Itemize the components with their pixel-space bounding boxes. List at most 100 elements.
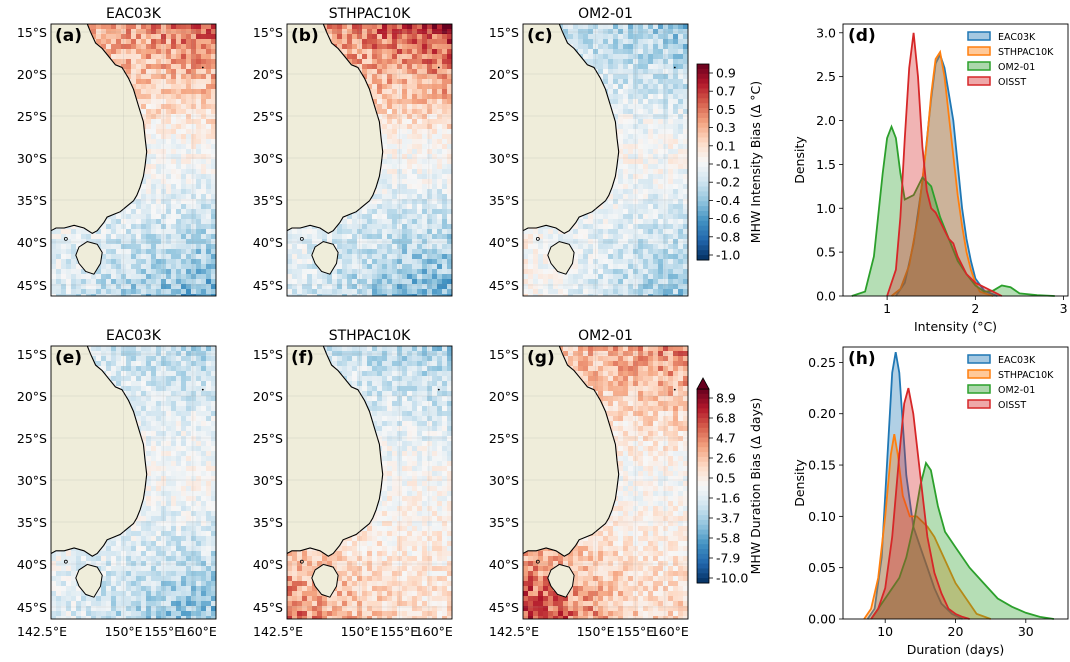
bias-cell [176, 279, 182, 285]
bias-cell [362, 39, 368, 45]
bias-cell [161, 139, 167, 145]
bias-cell [673, 159, 679, 165]
bias-cell [131, 54, 137, 60]
bias-cell [392, 134, 398, 140]
bias-cell [633, 204, 639, 210]
bias-cell [372, 74, 378, 80]
bias-cell [211, 169, 216, 175]
map-frame [50, 23, 217, 297]
bias-cell [176, 169, 182, 175]
bias-cell [683, 169, 688, 175]
bias-cell [422, 109, 428, 115]
bias-cell [427, 249, 433, 255]
bias-cell [322, 294, 328, 296]
bias-cell [648, 69, 654, 75]
bias-cell [156, 129, 162, 135]
bias-cell [618, 104, 624, 110]
bias-cell [412, 194, 418, 200]
bias-cell [191, 24, 197, 30]
lat-tick-label: 15°S [17, 25, 47, 40]
bias-cell [176, 264, 182, 270]
bias-cell [71, 239, 77, 245]
bias-cell [61, 279, 67, 285]
bias-cell [156, 294, 162, 296]
bias-cell [211, 39, 216, 45]
bias-cell [447, 294, 452, 296]
bias-cell [196, 159, 202, 165]
bias-cell [136, 74, 142, 80]
bias-cell [402, 189, 408, 195]
bias-cell [407, 119, 413, 125]
bias-cell [206, 49, 212, 55]
bias-cell [101, 29, 107, 35]
bias-cell [96, 39, 102, 45]
bias-cell [392, 164, 398, 170]
bias-cell [442, 164, 448, 170]
bias-cell [402, 279, 408, 285]
bias-cell [372, 79, 378, 85]
bias-cell [181, 284, 187, 290]
bias-cell [131, 264, 137, 270]
bias-cell [432, 64, 438, 70]
bias-cell [211, 49, 216, 55]
bias-cell [287, 279, 293, 285]
bias-cell [106, 294, 112, 296]
bias-cell [357, 274, 363, 280]
bias-cell [447, 189, 452, 195]
bias-cell [317, 274, 323, 280]
bias-cell [392, 219, 398, 225]
bias-cell [678, 49, 684, 55]
bias-cell [683, 164, 688, 170]
bias-cell [397, 174, 403, 180]
bias-cell [397, 39, 403, 45]
bias-cell [658, 39, 664, 45]
bias-cell [302, 289, 308, 295]
bias-cell [382, 124, 388, 130]
bias-cell [633, 94, 639, 100]
bias-cell [211, 129, 216, 135]
bias-cell [171, 189, 177, 195]
bias-cell [437, 279, 443, 285]
bias-cell [568, 24, 574, 30]
bias-cell [362, 209, 368, 215]
bias-cell [367, 199, 373, 205]
bias-cell [287, 254, 293, 260]
bias-cell [347, 219, 353, 225]
bias-cell [382, 94, 388, 100]
bias-cell [146, 279, 152, 285]
bias-cell [427, 34, 433, 40]
bias-cell [432, 289, 438, 295]
bias-cell [116, 44, 122, 50]
bias-cell [442, 84, 448, 90]
bias-cell [387, 204, 393, 210]
bias-cell [638, 124, 644, 130]
bias-cell [211, 64, 216, 70]
bias-cell [422, 279, 428, 285]
bias-cell [588, 29, 594, 35]
bias-cell [121, 239, 127, 245]
bias-cell [427, 169, 433, 175]
bias-cell [201, 64, 207, 70]
bias-cell [196, 179, 202, 185]
bias-cell [206, 199, 212, 205]
bias-cell [196, 99, 202, 105]
bias-cell [181, 199, 187, 205]
bias-cell [427, 84, 433, 90]
bias-cell [166, 179, 172, 185]
bias-cell [116, 214, 122, 220]
bias-cell [447, 259, 452, 265]
bias-cell [312, 264, 318, 270]
bias-cell [648, 184, 654, 190]
bias-cell [412, 154, 418, 160]
bias-cell [618, 114, 624, 120]
bias-cell [683, 119, 688, 125]
bias-cell [362, 259, 368, 265]
bias-cell [156, 239, 162, 245]
bias-cell [141, 29, 147, 35]
bias-cell [287, 239, 293, 245]
bias-cell [402, 254, 408, 260]
bias-cell [593, 209, 599, 215]
bias-cell [317, 239, 323, 245]
bias-cell [638, 34, 644, 40]
bias-cell [317, 229, 323, 235]
